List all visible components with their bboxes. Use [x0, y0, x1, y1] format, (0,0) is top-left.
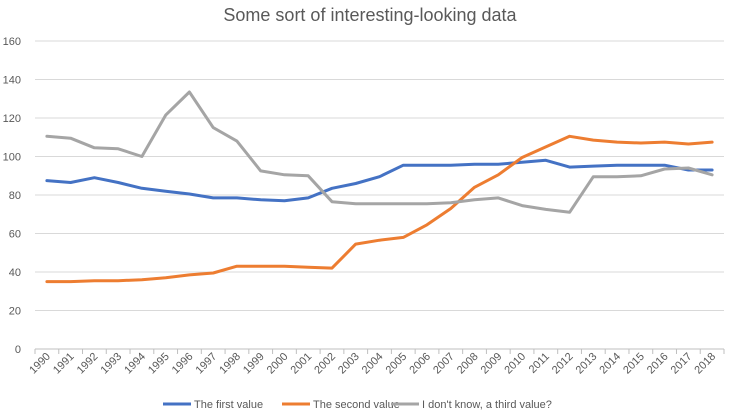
x-tick-label: 1996 [170, 351, 196, 377]
x-tick-label: 2004 [360, 351, 386, 377]
x-tick-label: 2003 [336, 351, 362, 377]
x-tick-label: 1994 [122, 351, 148, 377]
chart-title: Some sort of interesting-looking data [223, 5, 517, 25]
x-tick-label: 2010 [502, 351, 528, 377]
legend-label-2: The second value [313, 399, 400, 411]
x-tick-label: 2001 [289, 351, 315, 377]
x-tick-label: 1993 [98, 351, 124, 377]
x-tick-label: 2008 [455, 351, 481, 377]
y-tick-label: 100 [3, 152, 21, 164]
x-tick-label: 2016 [645, 351, 671, 377]
x-tick-label: 1992 [75, 351, 101, 377]
x-tick-label: 1991 [51, 351, 77, 377]
y-tick-label: 160 [3, 36, 21, 48]
x-tick-label: 2015 [621, 351, 647, 377]
gridlines [35, 40, 724, 350]
legend-label-3: I don't know, a third value? [422, 399, 552, 411]
x-tick-label: 1999 [241, 351, 267, 377]
x-tick-label: 2012 [550, 351, 576, 377]
x-tick-label: 1990 [27, 351, 53, 377]
x-tick-label: 2005 [384, 351, 410, 377]
series-line-1 [45, 158, 714, 203]
x-axis: 1990199119921993199419951996199719981999… [27, 349, 725, 377]
x-tick-label: 2009 [479, 351, 505, 377]
y-tick-label: 40 [9, 267, 21, 279]
y-tick-label: 0 [15, 344, 21, 356]
x-tick-label: 2006 [407, 351, 433, 377]
x-tick-label: 2000 [265, 351, 291, 377]
legend: The first value The second value I don't k… [163, 399, 552, 411]
y-axis: 0 20 40 60 80 100 120 140 160 [3, 36, 21, 356]
x-tick-label: 1995 [146, 351, 172, 377]
x-tick-label: 2011 [527, 351, 552, 376]
x-tick-label: 2017 [669, 351, 695, 377]
legend-label-1: The first value [194, 399, 263, 411]
y-tick-label: 140 [3, 75, 21, 87]
x-tick-label: 2002 [312, 351, 338, 377]
x-tick-label: 1998 [217, 351, 243, 377]
y-tick-label: 20 [9, 306, 21, 318]
y-tick-label: 80 [9, 190, 21, 202]
y-tick-label: 60 [9, 229, 21, 241]
y-tick-label: 120 [3, 113, 21, 125]
series-line-2 [45, 134, 714, 284]
series-line-3 [45, 90, 714, 214]
x-tick-label: 2014 [597, 351, 623, 377]
series-lines [45, 90, 714, 284]
x-tick-label: 2018 [692, 351, 718, 377]
x-tick-label: 1997 [194, 351, 220, 377]
x-tick-label: 2007 [431, 351, 457, 377]
x-tick-label: 2013 [574, 351, 600, 377]
